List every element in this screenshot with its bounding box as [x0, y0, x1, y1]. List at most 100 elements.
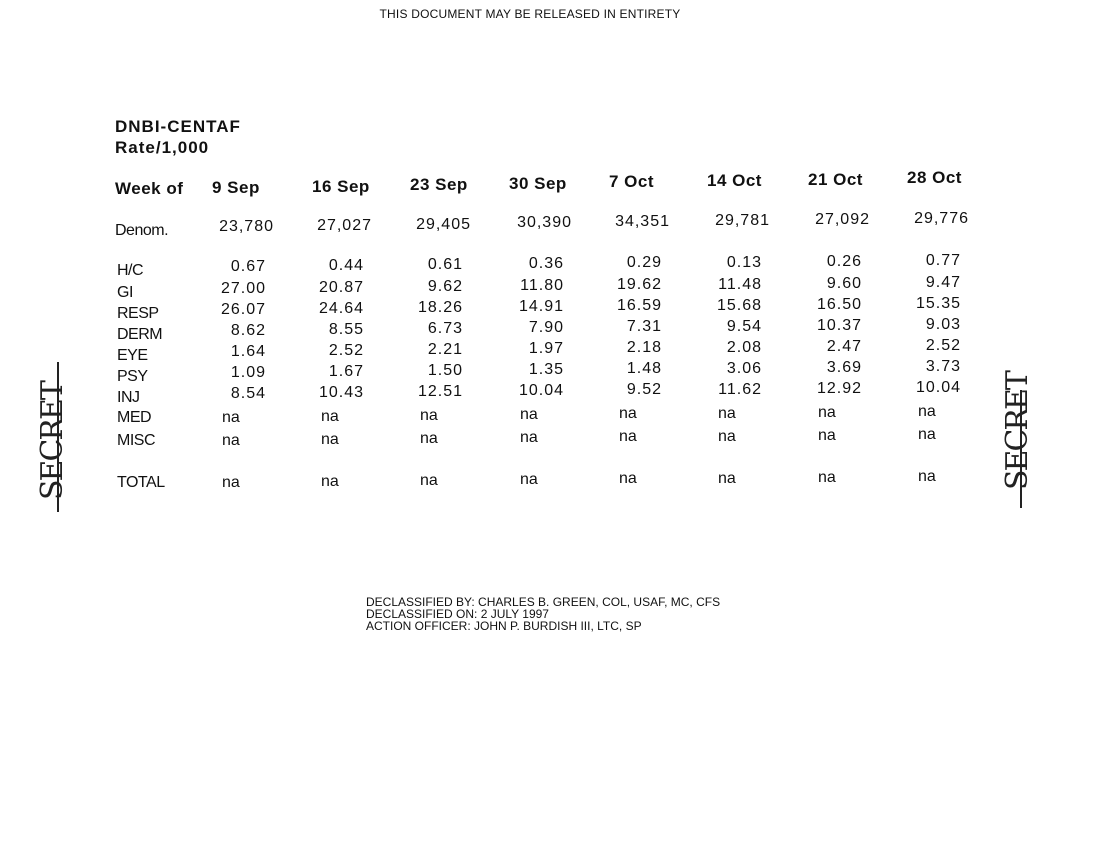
- cell-value: na: [321, 408, 339, 426]
- row-label: H/C: [117, 262, 144, 279]
- cell-value: na: [619, 470, 637, 488]
- row-label: PSY: [117, 368, 148, 385]
- row-label: MISC: [117, 432, 156, 449]
- cell-value: 18.26: [417, 299, 463, 317]
- row-label: DERM: [117, 326, 163, 343]
- cell-value: 9.54: [726, 317, 762, 335]
- cell-value: 14.91: [518, 298, 564, 316]
- cell-value: 9.47: [925, 273, 961, 291]
- denom-value: 23,780: [219, 218, 274, 235]
- week-header: 23 Sep: [410, 175, 468, 195]
- cell-value: na: [420, 472, 438, 490]
- week-header: 28 Oct: [907, 168, 962, 188]
- cell-value: na: [818, 468, 836, 486]
- cell-value: 1.09: [230, 364, 266, 381]
- cell-value: 12.51: [417, 383, 463, 401]
- cell-value: 8.55: [328, 321, 364, 339]
- cell-value: 2.08: [726, 338, 762, 356]
- declassified-on: DECLASSIFIED ON: 2 JULY 1997: [366, 607, 549, 621]
- row-label: INJ: [117, 389, 140, 406]
- row-label: RESP: [117, 305, 159, 322]
- cell-value: 0.67: [230, 258, 266, 275]
- cell-value: 16.59: [616, 297, 662, 315]
- secret-stamp-left: SECRET: [35, 382, 70, 500]
- cell-value: na: [321, 473, 339, 491]
- cell-value: na: [718, 404, 736, 422]
- cell-value: 1.48: [626, 360, 662, 378]
- cell-value: na: [718, 427, 736, 445]
- cell-value: 12.92: [816, 379, 862, 397]
- cell-value: 9.62: [427, 278, 463, 296]
- cell-value: 1.35: [528, 361, 564, 379]
- cell-value: na: [420, 430, 438, 448]
- cell-value: 8.54: [230, 385, 266, 402]
- cell-value: 8.62: [230, 322, 266, 339]
- row-label: GI: [117, 284, 133, 301]
- cell-value: 10.04: [518, 382, 564, 400]
- cell-value: 20.87: [318, 279, 364, 297]
- cell-value: na: [222, 409, 240, 426]
- denom-value: 27,027: [317, 216, 372, 234]
- cell-value: 26.07: [220, 301, 266, 318]
- cell-value: 11.48: [718, 275, 762, 293]
- cell-value: 0.61: [427, 256, 463, 274]
- cell-value: 10.43: [318, 384, 364, 402]
- cell-value: na: [818, 426, 836, 444]
- cell-value: na: [918, 467, 936, 485]
- cell-value: 3.06: [726, 359, 762, 377]
- denom-value: 27,092: [815, 210, 870, 228]
- cell-value: na: [818, 403, 836, 421]
- cell-value: 9.03: [925, 315, 961, 333]
- cell-value: 0.13: [726, 253, 762, 271]
- document-title: DNBI-CENTAF: [115, 117, 241, 136]
- cell-value: na: [520, 406, 538, 424]
- cell-value: 9.60: [826, 274, 862, 292]
- cell-value: 2.21: [427, 341, 463, 359]
- stamp-line-left: [57, 362, 59, 512]
- cell-value: 11.62: [718, 380, 762, 398]
- cell-value: 0.77: [925, 251, 961, 269]
- document-subtitle: Rate/1,000: [115, 138, 210, 157]
- release-notice: THIS DOCUMENT MAY BE RELEASED IN ENTIRET…: [379, 7, 681, 21]
- cell-value: 0.44: [328, 257, 364, 275]
- week-header: 30 Sep: [509, 173, 567, 193]
- cell-value: 7.90: [528, 319, 564, 337]
- action-officer: ACTION OFFICER: JOHN P. BURDISH III, LTC…: [366, 619, 642, 633]
- cell-value: na: [918, 402, 936, 420]
- cell-value: 2.47: [826, 337, 862, 355]
- cell-value: 0.36: [528, 255, 564, 273]
- denom-value: 34,351: [615, 213, 670, 231]
- cell-value: na: [520, 429, 538, 447]
- cell-value: 27.00: [220, 280, 266, 297]
- row-label: TOTAL: [117, 474, 165, 491]
- cell-value: 15.68: [716, 296, 762, 314]
- secret-stamp-right: SECRET: [1000, 372, 1035, 490]
- cell-value: 10.04: [915, 378, 961, 396]
- cell-value: 19.62: [616, 276, 662, 294]
- cell-value: na: [718, 469, 736, 487]
- denom-value: 29,405: [416, 215, 471, 233]
- cell-value: 6.73: [427, 320, 463, 338]
- cell-value: 1.67: [328, 363, 364, 381]
- row-label: EYE: [117, 347, 148, 364]
- cell-value: na: [222, 432, 240, 449]
- cell-value: 7.31: [626, 318, 662, 336]
- cell-value: 9.52: [626, 381, 662, 399]
- cell-value: 1.50: [427, 362, 463, 380]
- week-header: 16 Sep: [312, 176, 370, 196]
- week-header: 14 Oct: [707, 171, 762, 190]
- cell-value: 2.52: [328, 342, 364, 360]
- cell-value: 0.26: [826, 252, 862, 270]
- cell-value: na: [420, 407, 438, 425]
- cell-value: na: [520, 471, 538, 489]
- denom-label: Denom.: [115, 222, 169, 239]
- denom-value: 30,390: [517, 214, 572, 232]
- denom-value: 29,776: [914, 209, 969, 227]
- cell-value: 3.69: [826, 358, 862, 376]
- cell-value: 0.29: [626, 254, 662, 272]
- cell-value: 15.35: [915, 294, 961, 312]
- week-header: 21 Oct: [808, 169, 863, 189]
- week-header: 7 Oct: [609, 172, 655, 192]
- denom-value: 29,781: [715, 212, 770, 229]
- cell-value: 24.64: [318, 300, 364, 318]
